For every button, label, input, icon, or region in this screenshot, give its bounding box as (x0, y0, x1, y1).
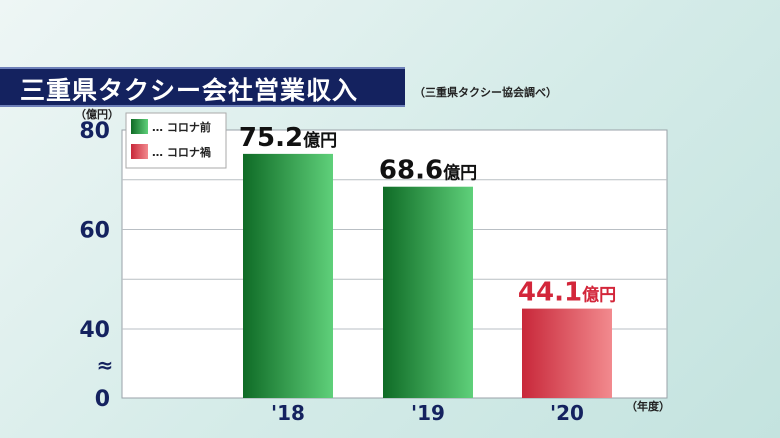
data-label: 44.1億円 (518, 278, 616, 308)
legend-label-pre: … コロナ前 (152, 120, 211, 134)
y-tick-label: 80 (79, 119, 110, 144)
y-tick-label: 40 (79, 318, 110, 343)
data-label: 68.6億円 (379, 156, 477, 186)
x-unit-label: （年度） (626, 399, 670, 413)
x-tick-label: '19 (411, 401, 445, 425)
title-banner: 三重県タクシー会社営業収入 (0, 67, 405, 107)
bar (383, 186, 473, 398)
data-label: 75.2億円 (239, 123, 337, 153)
x-axis-ticks: '18 '19 '20 (271, 401, 584, 425)
axis-break-mark: ≈ (97, 353, 114, 377)
y-axis-ticks: 0 40 60 80 (79, 119, 110, 412)
legend-swatch-pre (131, 119, 148, 134)
legend-swatch-during (131, 144, 148, 159)
y-unit-label: （億円） (75, 107, 119, 121)
chart-title: 三重県タクシー会社営業収入 (20, 76, 359, 105)
x-tick-label: '20 (550, 401, 584, 425)
y-tick-label: 0 (95, 387, 110, 412)
y-tick-label: 60 (79, 219, 110, 244)
bars: 75.2億円 68.6億円 44.1億円 (239, 123, 616, 398)
source-note: （三重県タクシー協会調べ） (414, 86, 557, 99)
bar (243, 153, 333, 398)
bar (522, 308, 612, 398)
x-tick-label: '18 (271, 401, 305, 425)
legend-label-during: … コロナ禍 (152, 145, 211, 159)
legend: … コロナ前 … コロナ禍 (125, 112, 227, 169)
